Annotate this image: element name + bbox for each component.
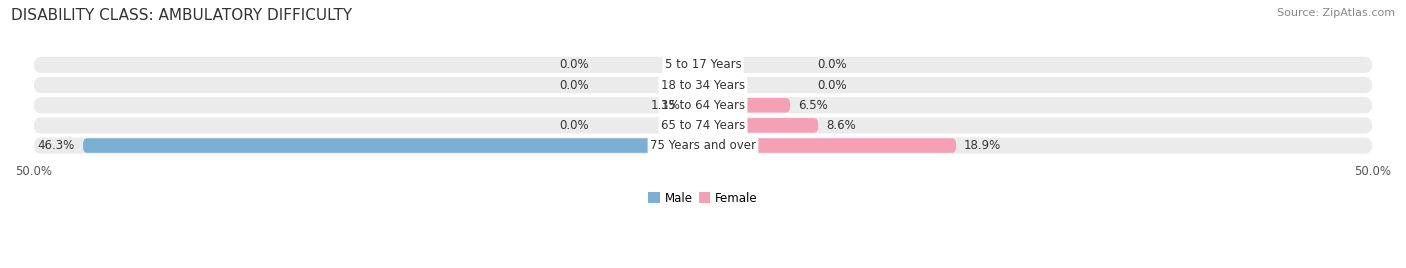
FancyBboxPatch shape <box>83 138 703 153</box>
FancyBboxPatch shape <box>34 77 1372 93</box>
Text: 0.0%: 0.0% <box>560 119 589 132</box>
Text: 75 Years and over: 75 Years and over <box>650 139 756 152</box>
FancyBboxPatch shape <box>703 98 790 113</box>
FancyBboxPatch shape <box>703 118 818 133</box>
Text: 0.0%: 0.0% <box>560 79 589 92</box>
Text: 1.1%: 1.1% <box>651 99 681 112</box>
Text: 6.5%: 6.5% <box>799 99 828 112</box>
Text: 46.3%: 46.3% <box>38 139 75 152</box>
Text: DISABILITY CLASS: AMBULATORY DIFFICULTY: DISABILITY CLASS: AMBULATORY DIFFICULTY <box>11 8 353 23</box>
Text: 65 to 74 Years: 65 to 74 Years <box>661 119 745 132</box>
FancyBboxPatch shape <box>34 97 1372 113</box>
Text: 0.0%: 0.0% <box>560 58 589 72</box>
FancyBboxPatch shape <box>34 117 1372 133</box>
Text: 18.9%: 18.9% <box>965 139 1001 152</box>
Text: 18 to 34 Years: 18 to 34 Years <box>661 79 745 92</box>
FancyBboxPatch shape <box>689 98 703 113</box>
FancyBboxPatch shape <box>34 57 1372 73</box>
Text: Source: ZipAtlas.com: Source: ZipAtlas.com <box>1277 8 1395 18</box>
FancyBboxPatch shape <box>34 137 1372 154</box>
Text: 0.0%: 0.0% <box>817 58 846 72</box>
Text: 35 to 64 Years: 35 to 64 Years <box>661 99 745 112</box>
Legend: Male, Female: Male, Female <box>648 192 758 205</box>
FancyBboxPatch shape <box>703 138 956 153</box>
Text: 5 to 17 Years: 5 to 17 Years <box>665 58 741 72</box>
Text: 8.6%: 8.6% <box>827 119 856 132</box>
Text: 0.0%: 0.0% <box>817 79 846 92</box>
